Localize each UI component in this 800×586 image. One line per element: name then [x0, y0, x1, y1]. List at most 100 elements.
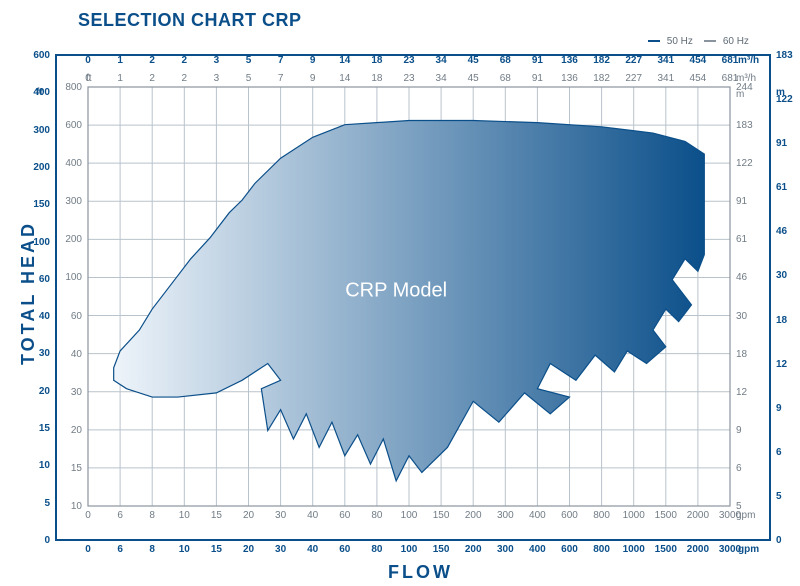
unit-gpm-outer: gpm	[738, 544, 759, 555]
unit-m3h-outer: m³/h	[738, 55, 759, 66]
x-tick-outer-1: 6	[117, 544, 123, 555]
y-tick-outer-left-5: 100	[33, 237, 50, 248]
x-tick-top-inner-4: 3	[214, 73, 220, 84]
x-tick-top-outer-15: 136	[561, 55, 578, 66]
x-tick-top-inner-15: 136	[561, 73, 578, 84]
y-tick-inner-left-5: 100	[65, 272, 82, 283]
x-tick-top-outer-1: 1	[117, 55, 123, 66]
unit-ft-outer: ft	[36, 87, 43, 98]
x-tick-outer-2: 8	[149, 544, 155, 555]
y-tick-inner-left-3: 300	[65, 196, 82, 207]
x-tick-outer-4: 15	[211, 544, 222, 555]
y-tick-outer-left-11: 10	[39, 460, 50, 471]
x-tick-inner-13: 300	[497, 510, 514, 521]
y-tick-inner-left-2: 400	[65, 158, 82, 169]
x-tick-outer-11: 150	[433, 544, 450, 555]
x-tick-top-outer-4: 3	[214, 55, 220, 66]
x-tick-outer-8: 60	[339, 544, 350, 555]
x-tick-top-outer-10: 23	[403, 55, 414, 66]
y-tick-inner-right-10: 6	[736, 463, 742, 474]
x-tick-outer-17: 1000	[623, 544, 645, 555]
x-tick-outer-6: 30	[275, 544, 286, 555]
x-tick-top-inner-3: 2	[182, 73, 188, 84]
x-tick-inner-2: 8	[149, 510, 155, 521]
x-tick-outer-14: 400	[529, 544, 546, 555]
x-tick-outer-5: 20	[243, 544, 254, 555]
x-tick-top-outer-9: 18	[371, 55, 382, 66]
x-tick-top-outer-16: 182	[593, 55, 610, 66]
x-tick-outer-10: 100	[401, 544, 418, 555]
x-tick-top-inner-1: 1	[117, 73, 123, 84]
x-tick-top-inner-13: 68	[500, 73, 511, 84]
unit-ft-inner: ft	[86, 73, 92, 84]
y-tick-inner-right-3: 91	[736, 196, 747, 207]
x-tick-top-inner-11: 34	[436, 73, 447, 84]
y-tick-inner-right-9: 9	[736, 425, 742, 436]
x-tick-top-outer-2: 2	[149, 55, 155, 66]
y-tick-inner-right-4: 61	[736, 234, 747, 245]
y-tick-outer-right-9: 6	[776, 447, 782, 458]
y-tick-outer-right-0: 183	[776, 50, 793, 61]
y-tick-outer-left-12: 5	[44, 498, 50, 509]
x-tick-top-outer-11: 34	[436, 55, 447, 66]
x-tick-top-outer-17: 227	[625, 55, 642, 66]
x-tick-inner-17: 1000	[623, 510, 645, 521]
x-tick-top-inner-18: 341	[657, 73, 674, 84]
unit-gpm-inner: gpm	[736, 510, 755, 521]
y-tick-outer-left-7: 40	[39, 311, 50, 322]
x-tick-inner-18: 1500	[655, 510, 677, 521]
y-tick-outer-left-9: 20	[39, 386, 50, 397]
y-tick-inner-right-1: 183	[736, 120, 753, 131]
x-tick-inner-5: 20	[243, 510, 254, 521]
x-tick-top-inner-7: 9	[310, 73, 316, 84]
x-tick-outer-18: 1500	[655, 544, 677, 555]
x-tick-top-outer-20: 681	[722, 55, 739, 66]
y-tick-outer-right-4: 46	[776, 226, 787, 237]
x-tick-top-outer-18: 341	[657, 55, 674, 66]
y-tick-inner-left-7: 40	[71, 349, 82, 360]
x-tick-inner-15: 600	[561, 510, 578, 521]
x-tick-top-outer-13: 68	[500, 55, 511, 66]
y-tick-outer-right-7: 12	[776, 359, 787, 370]
svg-text:CRP Model: CRP Model	[345, 280, 447, 302]
x-tick-inner-0: 0	[85, 510, 91, 521]
y-tick-inner-right-2: 122	[736, 158, 753, 169]
x-tick-inner-4: 15	[211, 510, 222, 521]
x-tick-top-inner-9: 18	[371, 73, 382, 84]
unit-m-inner: m	[736, 89, 744, 100]
y-tick-inner-left-0: 800	[65, 82, 82, 93]
y-tick-outer-left-13: 0	[44, 535, 50, 546]
x-tick-top-outer-0: 0	[85, 55, 91, 66]
y-tick-inner-right-7: 18	[736, 349, 747, 360]
x-tick-outer-3: 10	[179, 544, 190, 555]
y-tick-outer-left-10: 15	[39, 423, 50, 434]
x-tick-outer-13: 300	[497, 544, 514, 555]
x-tick-inner-19: 2000	[687, 510, 709, 521]
x-tick-top-inner-14: 91	[532, 73, 543, 84]
y-tick-outer-right-11: 0	[776, 535, 782, 546]
x-tick-inner-9: 80	[371, 510, 382, 521]
x-tick-top-outer-8: 14	[339, 55, 350, 66]
y-tick-inner-left-8: 30	[71, 387, 82, 398]
x-tick-inner-14: 400	[529, 510, 546, 521]
x-tick-inner-7: 40	[307, 510, 318, 521]
y-tick-inner-right-5: 46	[736, 272, 747, 283]
x-tick-inner-11: 150	[433, 510, 450, 521]
y-tick-outer-left-6: 60	[39, 274, 50, 285]
y-tick-inner-left-6: 60	[71, 311, 82, 322]
x-tick-inner-10: 100	[401, 510, 418, 521]
x-tick-inner-3: 10	[179, 510, 190, 521]
y-tick-outer-left-3: 200	[33, 162, 50, 173]
x-tick-top-outer-14: 91	[532, 55, 543, 66]
x-tick-inner-16: 800	[593, 510, 610, 521]
y-tick-outer-right-3: 61	[776, 182, 787, 193]
x-tick-top-inner-12: 45	[468, 73, 479, 84]
y-tick-inner-left-1: 600	[65, 120, 82, 131]
x-tick-inner-12: 200	[465, 510, 482, 521]
selection-chart: CRP Model	[0, 0, 800, 586]
x-tick-outer-0: 0	[85, 544, 91, 555]
y-tick-inner-left-4: 200	[65, 234, 82, 245]
y-tick-inner-left-11: 10	[71, 501, 82, 512]
x-tick-inner-8: 60	[339, 510, 350, 521]
x-tick-inner-1: 6	[117, 510, 123, 521]
